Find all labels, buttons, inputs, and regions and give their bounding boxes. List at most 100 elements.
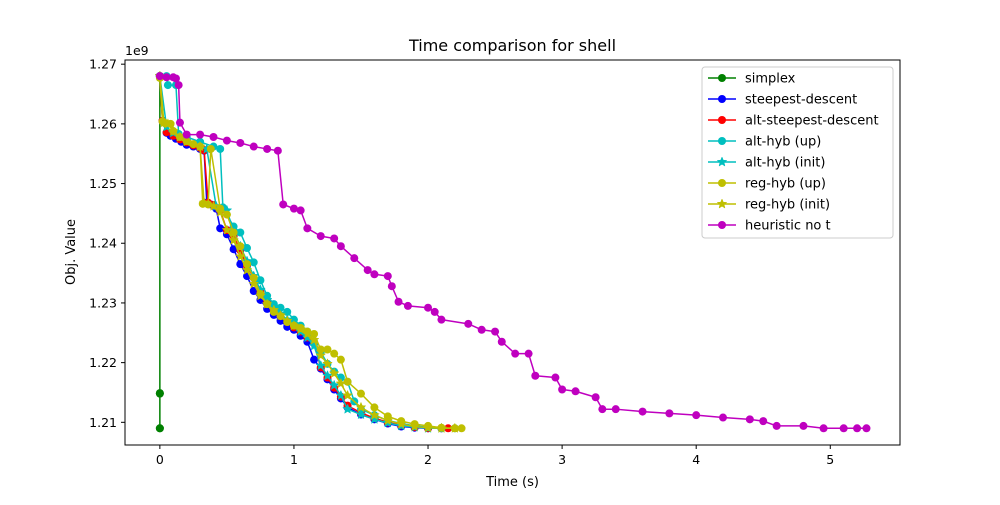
data-point — [394, 297, 403, 306]
data-point — [719, 413, 728, 422]
data-point — [171, 74, 180, 83]
data-point — [387, 282, 396, 291]
data-point — [382, 414, 394, 426]
series-7 — [155, 72, 871, 433]
data-point — [363, 266, 372, 275]
data-point — [236, 228, 245, 237]
data-point — [236, 242, 245, 251]
data-point — [511, 349, 520, 358]
data-point — [216, 144, 225, 153]
data-point — [477, 325, 486, 334]
data-point — [464, 319, 473, 328]
data-point — [249, 142, 258, 151]
plot-frame — [124, 59, 901, 446]
data-point — [308, 334, 320, 345]
data-point — [328, 367, 340, 378]
data-point — [275, 309, 286, 321]
data-point — [745, 415, 754, 424]
data-point — [422, 422, 434, 433]
legend-marker — [718, 221, 726, 229]
data-point — [249, 287, 258, 295]
data-point — [222, 136, 231, 145]
data-point — [196, 130, 205, 139]
data-point — [310, 355, 319, 364]
data-point — [222, 210, 231, 219]
data-point — [279, 200, 288, 209]
data-point — [273, 146, 282, 155]
y-tick-label: 1.27 — [89, 57, 117, 72]
data-point — [163, 81, 172, 90]
data-point — [491, 327, 500, 336]
data-point — [155, 389, 164, 398]
data-point — [289, 315, 298, 324]
data-point — [819, 424, 828, 433]
data-point — [355, 408, 367, 420]
data-point — [296, 206, 305, 215]
data-point — [524, 349, 533, 358]
y-axis: 1.21 1.22 1.23 1.24 1.25 1.26 1.27 — [89, 57, 125, 430]
legend-label: heuristic no t — [745, 219, 831, 234]
legend-label: simplex — [745, 72, 796, 87]
y-tick-label: 1.25 — [89, 176, 117, 191]
data-point — [263, 144, 272, 153]
legend-item: reg-hyb (init) — [708, 198, 830, 213]
data-point — [289, 204, 298, 213]
data-point — [330, 349, 339, 358]
data-point — [229, 245, 238, 254]
legend-item: simplex — [708, 72, 796, 87]
data-point — [206, 144, 215, 153]
y-tick-label: 1.24 — [89, 236, 117, 251]
data-point — [383, 272, 392, 281]
legend: simplex steepest-descent alt-steepest-desc… — [701, 66, 894, 239]
legend-marker — [718, 74, 726, 82]
data-point — [194, 140, 206, 152]
data-point — [155, 72, 164, 81]
data-point — [323, 345, 332, 354]
data-point — [551, 373, 560, 382]
x-tick-label: 5 — [826, 452, 834, 467]
data-point — [268, 304, 280, 315]
data-point — [301, 328, 313, 339]
legend-label: reg-hyb (up) — [745, 177, 826, 192]
data-point — [403, 301, 412, 310]
data-point — [155, 424, 164, 433]
data-point — [175, 118, 184, 127]
data-point — [249, 258, 258, 267]
data-point — [356, 389, 365, 398]
data-point — [330, 234, 339, 243]
data-point — [336, 242, 345, 251]
data-point — [531, 371, 540, 380]
data-point — [558, 385, 567, 394]
legend-marker — [718, 95, 726, 103]
data-point — [369, 413, 380, 424]
data-point — [799, 421, 808, 430]
data-point — [839, 424, 848, 433]
legend-item: alt-steepest-descent — [708, 114, 879, 129]
x-tick-label: 2 — [424, 452, 432, 467]
data-point — [571, 387, 580, 396]
x-tick-label: 3 — [558, 452, 566, 467]
legend-item: alt-hyb (init) — [708, 156, 825, 171]
chart-title: Time comparison for shell — [408, 36, 616, 55]
y-tick-label: 1.22 — [89, 355, 117, 370]
data-point — [198, 197, 210, 208]
data-point — [322, 358, 333, 369]
data-point — [591, 393, 600, 402]
y-axis-offset-label: 1e9 — [125, 43, 149, 58]
data-point — [437, 315, 446, 324]
data-point — [162, 118, 174, 129]
data-point — [638, 407, 647, 416]
data-point — [343, 377, 352, 386]
data-point — [759, 417, 768, 426]
data-point — [430, 307, 439, 316]
data-point — [214, 206, 226, 217]
legend-label: alt-hyb (init) — [745, 156, 825, 171]
data-point — [308, 340, 320, 351]
data-point — [772, 421, 781, 430]
series-layer — [154, 70, 871, 433]
data-point — [303, 224, 312, 233]
data-point — [457, 424, 466, 433]
data-point — [221, 224, 233, 235]
legend-marker — [716, 198, 728, 209]
